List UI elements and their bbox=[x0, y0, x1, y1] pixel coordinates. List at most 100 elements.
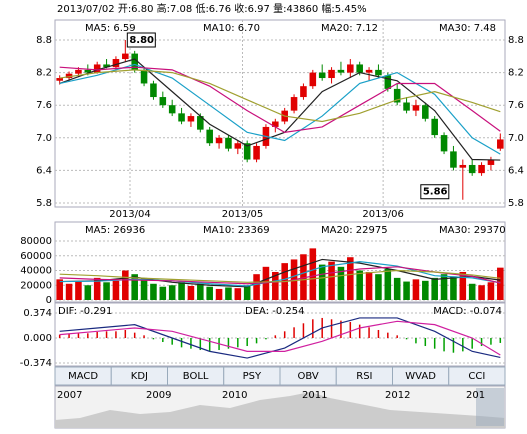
timeline: 2007 2009 2010 2011 2012 201 bbox=[54, 385, 506, 429]
candle-body bbox=[497, 139, 504, 149]
x-tick-label: 2013/06 bbox=[362, 209, 404, 220]
tab-label[interactable]: MACD bbox=[68, 371, 98, 382]
candle-body bbox=[225, 137, 232, 149]
candle-body bbox=[375, 69, 382, 76]
bar bbox=[243, 285, 251, 300]
tab-label[interactable]: RSI bbox=[356, 371, 372, 382]
candle-body bbox=[365, 69, 373, 73]
candle-body bbox=[412, 105, 420, 111]
legend-entry: MA30: 7.48 bbox=[439, 23, 496, 34]
tab-label[interactable]: KDJ bbox=[131, 371, 148, 382]
y-tick-label-right: 7.6 bbox=[508, 100, 524, 111]
bar bbox=[171, 338, 173, 345]
candle-body bbox=[422, 105, 429, 119]
y-tick-label: 0.000 bbox=[23, 333, 52, 344]
candle-body bbox=[206, 129, 213, 144]
candle-body bbox=[187, 116, 195, 122]
ma-line bbox=[59, 66, 501, 133]
bar bbox=[190, 338, 192, 349]
bar bbox=[347, 257, 354, 300]
bar bbox=[387, 332, 389, 338]
bar bbox=[318, 264, 326, 300]
bar bbox=[433, 338, 436, 349]
bar bbox=[443, 338, 445, 352]
bar bbox=[122, 270, 129, 300]
bar bbox=[58, 334, 61, 338]
timeline-label: 2012 bbox=[385, 390, 410, 401]
bar bbox=[237, 338, 239, 348]
header: 2013/07/02 开:6.80 高:7.08 低:6.76 收:6.97 量… bbox=[57, 2, 367, 15]
timeline-label: 2010 bbox=[222, 390, 247, 401]
bar bbox=[490, 338, 492, 345]
bar bbox=[255, 338, 258, 344]
bar bbox=[234, 288, 242, 300]
y-tick-label: 60000 bbox=[20, 251, 52, 262]
bar bbox=[227, 338, 230, 349]
candle-body bbox=[403, 102, 410, 111]
bar bbox=[452, 338, 455, 353]
timeline-area bbox=[55, 392, 505, 428]
bar bbox=[197, 283, 204, 300]
candle-body bbox=[328, 69, 335, 79]
candle-body bbox=[103, 64, 110, 68]
tab-label[interactable]: PSY bbox=[243, 371, 262, 382]
range-selector[interactable] bbox=[476, 388, 504, 426]
bar bbox=[75, 281, 82, 300]
bar bbox=[178, 282, 185, 300]
tab-label[interactable]: WVAD bbox=[405, 371, 436, 382]
bar bbox=[84, 285, 92, 300]
tab-label[interactable]: BOLL bbox=[183, 371, 209, 382]
bar bbox=[375, 274, 382, 300]
y-tick-label-right: 6.4 bbox=[508, 165, 524, 176]
bar bbox=[115, 331, 117, 338]
bar bbox=[309, 248, 317, 300]
candle-body bbox=[197, 116, 204, 130]
annotation: 5.86 bbox=[423, 187, 448, 198]
bar bbox=[368, 327, 370, 338]
bar bbox=[431, 277, 438, 300]
bar bbox=[87, 333, 89, 338]
candle-body bbox=[347, 64, 354, 73]
bar bbox=[140, 277, 148, 300]
bar bbox=[328, 261, 335, 300]
x-tick-label: 2013/04 bbox=[109, 209, 151, 220]
candle-body bbox=[468, 164, 476, 174]
bar bbox=[159, 286, 167, 300]
bar bbox=[105, 331, 108, 338]
y-tick-label-right: 7.0 bbox=[508, 133, 524, 144]
candle-body bbox=[337, 69, 345, 73]
timeline-label: 2009 bbox=[146, 390, 171, 401]
legend-entry: MA30: 29370 bbox=[439, 225, 506, 236]
bar bbox=[162, 338, 164, 343]
bar bbox=[180, 338, 183, 348]
bar bbox=[253, 274, 260, 300]
bar bbox=[93, 277, 101, 300]
bar bbox=[133, 332, 136, 338]
ma-line bbox=[59, 258, 501, 288]
legend-entry: MA10: 6.70 bbox=[203, 23, 260, 34]
y-tick-label: 7.0 bbox=[36, 133, 52, 144]
bar bbox=[283, 331, 286, 338]
bar bbox=[150, 283, 157, 300]
tab[interactable] bbox=[448, 366, 506, 386]
bar bbox=[293, 327, 295, 338]
legend-entry: MA10: 23369 bbox=[203, 225, 270, 236]
tab-label[interactable]: OBV bbox=[297, 371, 318, 382]
bar bbox=[96, 331, 98, 338]
bar bbox=[487, 282, 495, 300]
bar bbox=[440, 274, 448, 300]
candle-body bbox=[159, 97, 167, 106]
bar bbox=[124, 329, 127, 338]
bar bbox=[312, 319, 314, 338]
bar bbox=[478, 285, 485, 300]
bar bbox=[358, 324, 361, 338]
ma-line bbox=[59, 261, 501, 287]
legend-entry: MA5: 26936 bbox=[85, 225, 145, 236]
bar bbox=[412, 279, 420, 300]
tab-label[interactable]: CCI bbox=[468, 371, 485, 382]
ma-line bbox=[59, 320, 501, 356]
candle-body bbox=[272, 121, 279, 127]
y-tick-label: 0 bbox=[46, 295, 52, 306]
candle-body bbox=[300, 86, 307, 98]
